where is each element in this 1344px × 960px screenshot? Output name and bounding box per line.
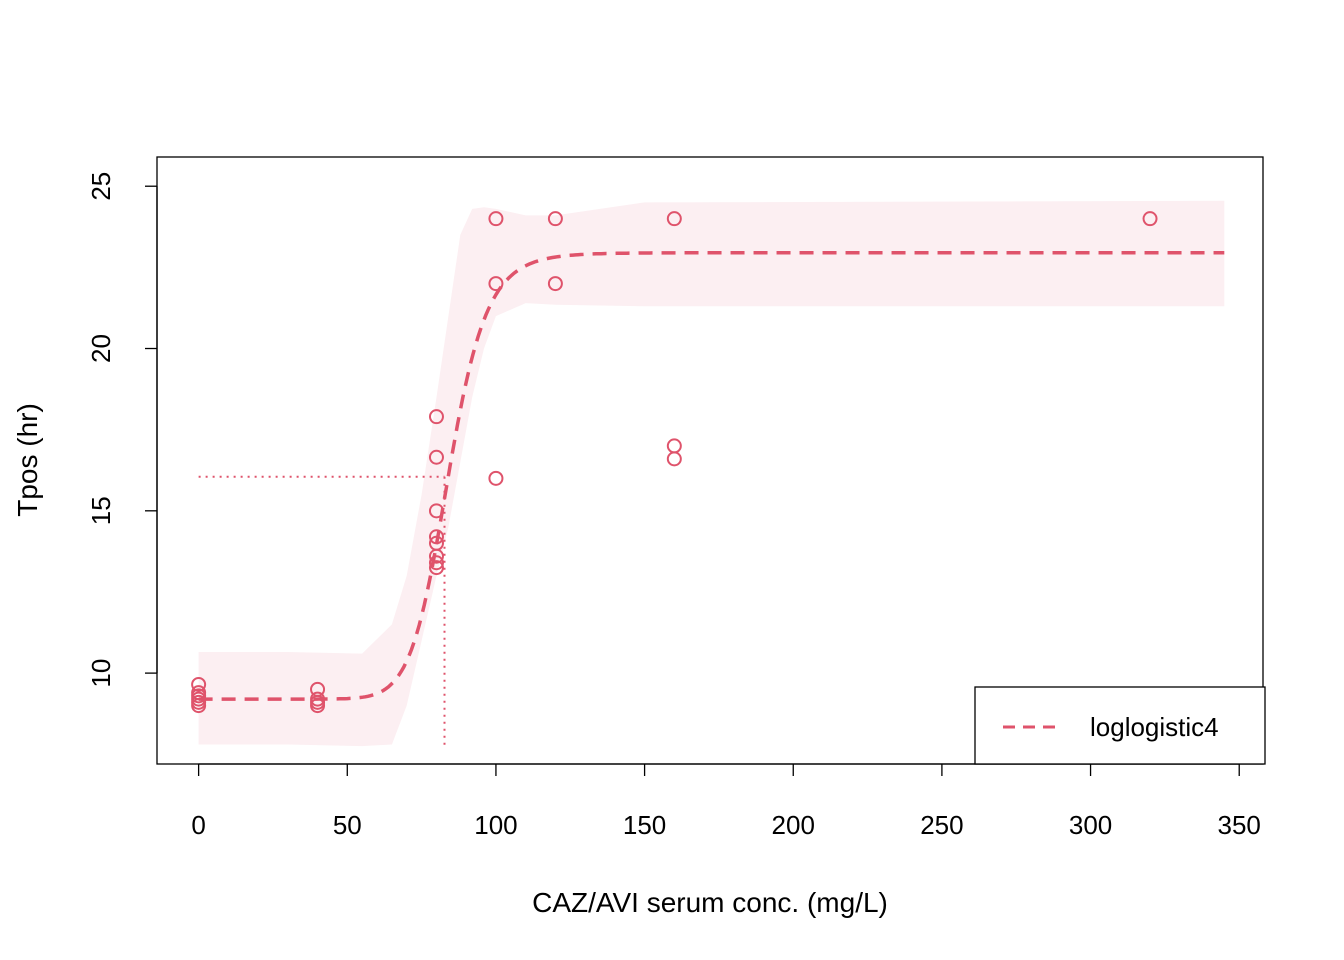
data-point [666,451,682,467]
data-point [428,503,444,519]
y-tick-label: 25 [86,172,116,201]
x-tick-label: 350 [1218,810,1261,840]
data-point [191,698,207,714]
x-tick-label: 50 [333,810,362,840]
x-tick-label: 100 [474,810,517,840]
confidence-band [198,200,1225,747]
data-point [428,560,444,576]
data-point [428,555,444,571]
data-point [428,548,444,564]
data-point [1142,211,1158,227]
x-tick-label: 0 [191,810,205,840]
y-tick-label: 15 [86,496,116,525]
points-layer [191,211,1158,714]
data-point [191,676,207,692]
x-axis-label: CAZ/AVI serum conc. (mg/L) [532,887,888,918]
fit-curve [198,251,1225,701]
x-tick-label: 300 [1069,810,1112,840]
data-point [547,211,563,227]
data-point [488,470,504,486]
data-point [488,276,504,292]
x-tick-label: 150 [623,810,666,840]
y-tick-label: 20 [86,334,116,363]
y-axis-label: Tpos (hr) [12,403,43,517]
data-point [428,409,444,425]
legend: loglogistic4 [974,686,1266,765]
legend-label: loglogistic4 [1090,712,1219,742]
data-point [310,698,326,714]
data-point [428,529,444,545]
confidence-band-layer [198,200,1225,747]
data-point [666,438,682,454]
reference-lines [198,475,446,748]
data-point [547,276,563,292]
data-point [428,449,444,465]
data-point [666,211,682,227]
y-tick-label: 10 [86,659,116,688]
x-tick-label: 250 [920,810,963,840]
fit-curve-layer [198,251,1225,701]
x-tick-label: 200 [772,810,815,840]
data-point [488,211,504,227]
